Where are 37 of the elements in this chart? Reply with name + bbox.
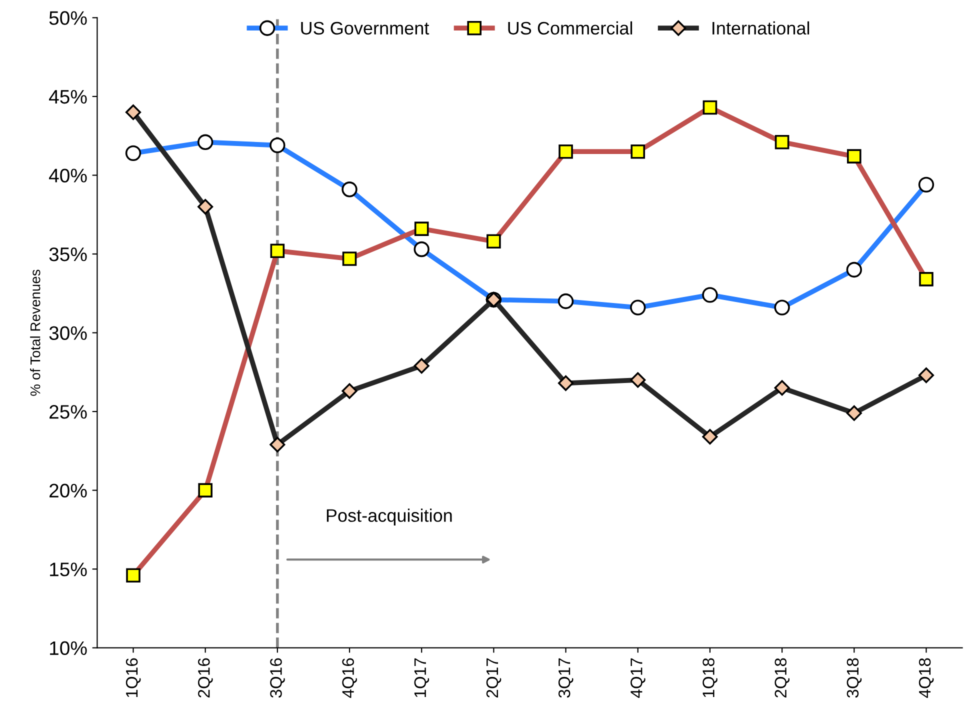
y-tick-label: 30%: [49, 326, 87, 340]
x-tick-label: 3Q17: [558, 658, 574, 698]
point: [702, 428, 718, 445]
y-tick-label: 35%: [49, 247, 87, 262]
point: [125, 104, 142, 120]
y-tick-label: 40%: [49, 168, 87, 182]
x-tick-label: 1Q16: [126, 658, 141, 698]
point: [342, 383, 358, 399]
point: [846, 405, 862, 421]
x-tick-label: 3Q16: [270, 658, 285, 698]
x-tick-label: 2Q17: [486, 658, 502, 698]
x-tick-label: 4Q18: [918, 658, 934, 698]
point: [630, 372, 646, 388]
point: [414, 358, 430, 374]
y-tick-label: 45%: [49, 90, 87, 104]
x-tick-label: 3Q18: [846, 658, 862, 698]
point: [270, 436, 286, 452]
x-tick-label: 2Q18: [774, 658, 790, 698]
y-tick-label: 15%: [50, 562, 87, 576]
x-tick-label: 1Q18: [702, 658, 718, 698]
x-tick-label: 4Q16: [342, 658, 357, 698]
legend-label: US Government: [301, 22, 430, 35]
point: [918, 368, 934, 384]
point: [774, 380, 790, 396]
point: [558, 375, 574, 391]
legend-label: US Commercial: [508, 21, 632, 35]
y-tick-label: 20%: [50, 484, 87, 498]
y-tick-label: 50%: [49, 11, 87, 25]
x-tick-label: 1Q17: [414, 658, 430, 698]
y-tick-label: 10%: [50, 641, 87, 656]
point: [198, 198, 214, 215]
annotation: Post-acquisition: [326, 508, 452, 526]
y-axis-title: % of Total Revenues: [30, 270, 40, 396]
x-tick-label: 2Q16: [198, 658, 213, 698]
legend-label: International: [712, 21, 810, 35]
x-tick-label: 4Q17: [630, 658, 646, 698]
y-tick-label: 25%: [50, 404, 87, 419]
